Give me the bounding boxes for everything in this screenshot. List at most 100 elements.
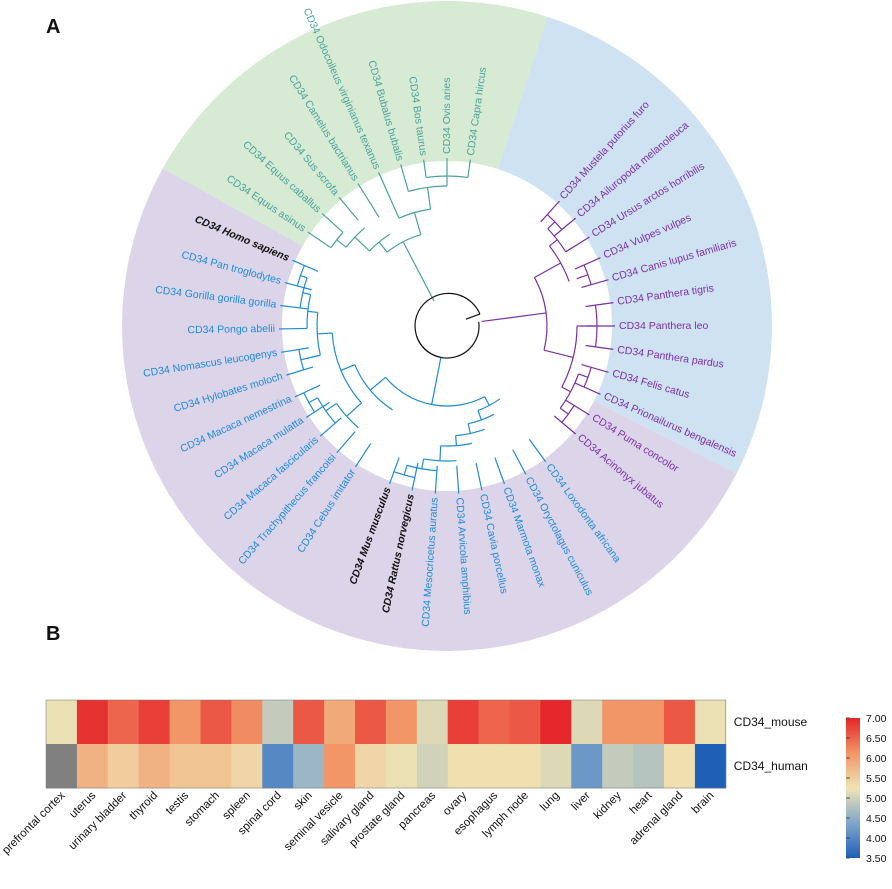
heatmap-cell (262, 700, 294, 745)
heatmap-cell (107, 700, 140, 745)
heatmap-cell (169, 700, 201, 745)
tree-branch (308, 397, 318, 404)
colorbar-tick-label: 7.00 (866, 713, 887, 725)
heatmap-cell (262, 744, 294, 789)
colorbar-tick-label: 4.00 (866, 833, 887, 845)
heatmap-cell (447, 744, 479, 789)
tree-branch (477, 410, 482, 421)
tree-root-stem (465, 313, 481, 320)
tree-tip-branch (284, 281, 312, 291)
tree-tip-branch (336, 431, 356, 454)
tree-branch (543, 349, 574, 359)
tree-branch (561, 386, 571, 393)
tree-branch (378, 241, 388, 253)
tree-arc (317, 397, 336, 424)
tree-branch (369, 376, 386, 391)
heatmap-cell (478, 744, 510, 789)
tree-tip-branch (286, 366, 314, 376)
heatmap-cell (355, 700, 387, 745)
tree-tip-branch (528, 438, 547, 463)
tree-branch (302, 292, 311, 296)
heatmap-column-label: prostate gland (347, 790, 407, 850)
tree-branch (307, 310, 318, 314)
tree-branch (576, 274, 589, 280)
tree-tip-branch (581, 279, 609, 288)
heatmap-cell (602, 700, 634, 745)
heatmap-cell (416, 744, 449, 789)
tree-arc (303, 392, 315, 413)
tree-tip-branch (354, 443, 372, 468)
tree-branch (317, 332, 333, 335)
heatmap-cell (664, 700, 696, 745)
tree-arc (440, 442, 473, 447)
tree-branch (481, 312, 547, 323)
tree-tip-branch (553, 217, 577, 237)
heatmap-cell (509, 744, 541, 789)
heatmap-cell (107, 744, 140, 789)
tree-arc (533, 277, 548, 351)
heatmap-cell (200, 744, 232, 789)
tree-arc (296, 265, 305, 287)
tree-tip-branch (280, 304, 309, 310)
tree-branch (426, 187, 432, 210)
heatmap-cell (200, 700, 232, 745)
heatmap-column-label: skin (292, 790, 315, 813)
colorbar-tick-label: 6.50 (866, 733, 887, 745)
tree-tip-branch (294, 384, 321, 398)
heatmap-cell (324, 744, 356, 789)
tree-leaf-label: CD34 Panthera leo (619, 320, 708, 332)
heatmap-column-label: testis (164, 789, 192, 817)
tree-arc (298, 349, 305, 371)
tree-branch (300, 354, 321, 361)
tree-branch (421, 458, 425, 469)
heatmap-row-label: CD34_human (734, 759, 808, 773)
colorbar-tick-label: 6.00 (866, 753, 887, 765)
tree-root-arc (431, 292, 481, 315)
tree-branch (413, 212, 422, 235)
heatmap-cell (46, 744, 78, 789)
heatmap-cell (694, 744, 727, 789)
tree-tip-branch (400, 164, 409, 192)
tree-tip-branch (434, 465, 438, 494)
heatmap-column-label: ovary (441, 789, 470, 818)
heatmap-cell (664, 744, 696, 789)
tree-branch (300, 274, 308, 279)
tree-branch (439, 445, 442, 461)
heatmap-cells (45, 699, 727, 789)
heatmap-row-labels: CD34_mouse CD34_human (734, 715, 808, 773)
colorbar: 7.00 6.50 6.00 5.50 5.00 4.50 4.00 3.50 (846, 713, 887, 865)
tree-branch (455, 435, 458, 446)
heatmap-cell (571, 744, 603, 789)
colorbar-tick-label: 4.50 (866, 813, 887, 825)
tree-tip-branch (565, 236, 590, 253)
heatmap: CD34_mouse CD34_human prefrontal cortex ut… (0, 699, 808, 857)
heatmap-cell (540, 744, 572, 789)
heatmap-column-label: brain (690, 790, 717, 817)
tree-tip-branch (280, 347, 309, 353)
heatmap-cell (633, 700, 665, 745)
tree-branch (534, 262, 561, 279)
tree-branch (340, 364, 356, 372)
heatmap-cell (138, 744, 170, 789)
heatmap-column-label: lung (538, 790, 562, 814)
tree-branch (402, 241, 435, 302)
tree-tip-branch (585, 344, 614, 350)
heatmap-cell (76, 744, 109, 789)
tree-tip-branch (319, 417, 342, 437)
tree-tip-branch (574, 257, 601, 270)
tree-tip-branch (378, 172, 400, 219)
heatmap-cell (231, 700, 263, 745)
heatmap-cell (416, 700, 449, 745)
tree-tip-branch (467, 159, 471, 178)
heatmap-column-label: liver (569, 790, 593, 814)
tree-arc (335, 403, 359, 429)
tree-tip-branch (581, 364, 609, 373)
panel-a-label: A (46, 16, 60, 38)
tree-tip-branch (553, 415, 577, 435)
tree-tip-branch (338, 196, 359, 221)
tree-tip-branch (357, 183, 380, 218)
heatmap-border (45, 699, 727, 789)
